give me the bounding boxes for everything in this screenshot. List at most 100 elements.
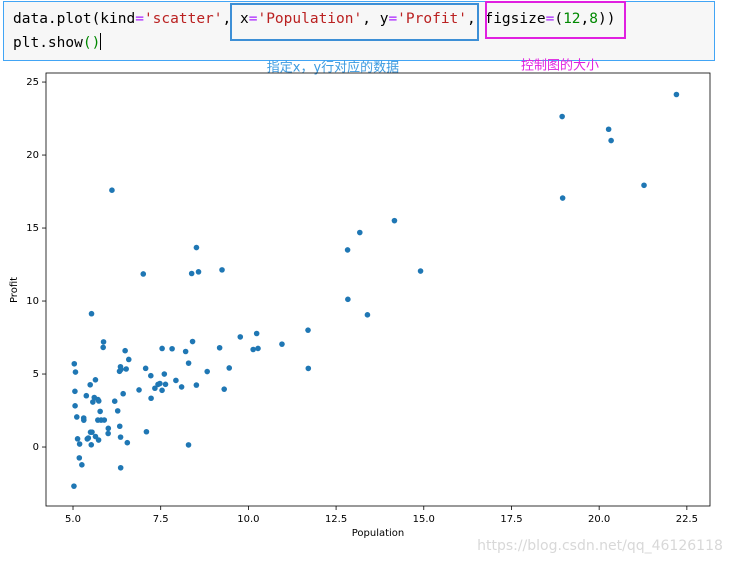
point: [219, 267, 225, 273]
point: [143, 428, 150, 435]
point: [152, 385, 158, 392]
point: [76, 455, 83, 461]
point: [123, 366, 129, 372]
point: [255, 345, 261, 352]
point: [114, 408, 121, 414]
point: [136, 387, 142, 393]
code-line: data.plot(kind='scatter', x='Population'…: [13, 11, 615, 27]
y-axis-label: Profit: [9, 277, 20, 303]
point: [95, 417, 101, 423]
point: [88, 310, 95, 317]
y-tick-label: 0: [33, 442, 39, 453]
point: [185, 442, 192, 448]
code-token: , figsize: [467, 11, 546, 27]
x-tick-label: 10.0: [237, 514, 259, 525]
highlight-box: [485, 1, 626, 39]
code-token: , x: [222, 11, 249, 27]
point: [237, 334, 244, 340]
y-tick-label: 20: [26, 150, 39, 161]
point: [111, 398, 118, 405]
point: [162, 381, 169, 388]
code-cell[interactable]: data.plot(kind='scatter', x='Population'…: [3, 1, 715, 61]
code-token: (): [82, 35, 101, 51]
point: [100, 339, 107, 345]
point: [344, 247, 351, 253]
annotation: 控制图的大小: [521, 58, 599, 74]
code-token: plt.show: [13, 35, 83, 51]
code-token: (: [554, 11, 564, 27]
watermark: https://blog.csdn.net/qq_46126118: [477, 538, 723, 554]
point: [90, 399, 96, 405]
x-tick-label: 22.5: [676, 514, 698, 525]
point: [117, 434, 124, 440]
y-tick-label: 15: [26, 223, 39, 234]
point: [117, 363, 124, 370]
point: [221, 386, 227, 392]
point: [559, 195, 566, 201]
point: [305, 365, 312, 372]
axes-frame: [45, 72, 711, 507]
point: [178, 384, 185, 390]
point: [83, 392, 90, 399]
point: [185, 360, 192, 366]
point: [148, 372, 154, 379]
point: [71, 483, 77, 489]
point: [216, 344, 223, 351]
x-tick-label: 7.5: [153, 514, 169, 525]
point: [193, 244, 200, 251]
code-token: 8: [589, 11, 598, 27]
point: [182, 348, 189, 355]
point: [226, 365, 233, 371]
code-token: )): [598, 11, 616, 27]
point: [87, 381, 94, 388]
code-token: , y: [362, 11, 389, 27]
point: [140, 271, 147, 277]
point: [159, 345, 165, 352]
point: [364, 312, 371, 318]
point: [605, 126, 612, 133]
point: [105, 425, 112, 432]
point: [305, 327, 311, 333]
point: [122, 347, 128, 354]
code-token: 'Profit': [397, 11, 468, 27]
point: [79, 462, 85, 468]
point: [72, 403, 78, 409]
point: [169, 345, 175, 352]
point: [189, 338, 196, 345]
point: [356, 229, 363, 236]
point: [73, 414, 80, 420]
code-token: 'Population': [257, 11, 363, 27]
point: [142, 365, 149, 372]
x-tick-label: 20.0: [588, 514, 610, 525]
point: [85, 435, 92, 441]
code-line: plt.show(): [13, 33, 102, 51]
point: [116, 423, 123, 430]
point: [391, 217, 398, 224]
point: [120, 390, 126, 397]
x-tick-label: 12.5: [325, 514, 347, 525]
x-tick-label: 17.5: [500, 514, 522, 525]
point: [345, 296, 351, 303]
code-token: ,: [580, 11, 590, 27]
code-token: data.plot(kind: [13, 11, 136, 27]
point: [116, 368, 123, 375]
cursor: [100, 33, 102, 50]
x-tick-label: 15.0: [413, 514, 435, 525]
point: [91, 394, 98, 401]
annotation: 指定x，y行对应的数据: [267, 60, 399, 76]
point: [125, 356, 132, 363]
point: [148, 395, 154, 402]
point: [188, 270, 195, 277]
y-tick-label: 5: [33, 369, 39, 380]
y-tick-label: 10: [26, 296, 39, 307]
point: [74, 436, 81, 442]
point: [155, 381, 161, 388]
point: [95, 437, 102, 443]
point: [673, 91, 680, 98]
point: [173, 377, 179, 384]
point: [76, 441, 83, 447]
point: [117, 464, 124, 471]
code-token: =: [545, 11, 555, 27]
code-token: =: [248, 11, 258, 27]
